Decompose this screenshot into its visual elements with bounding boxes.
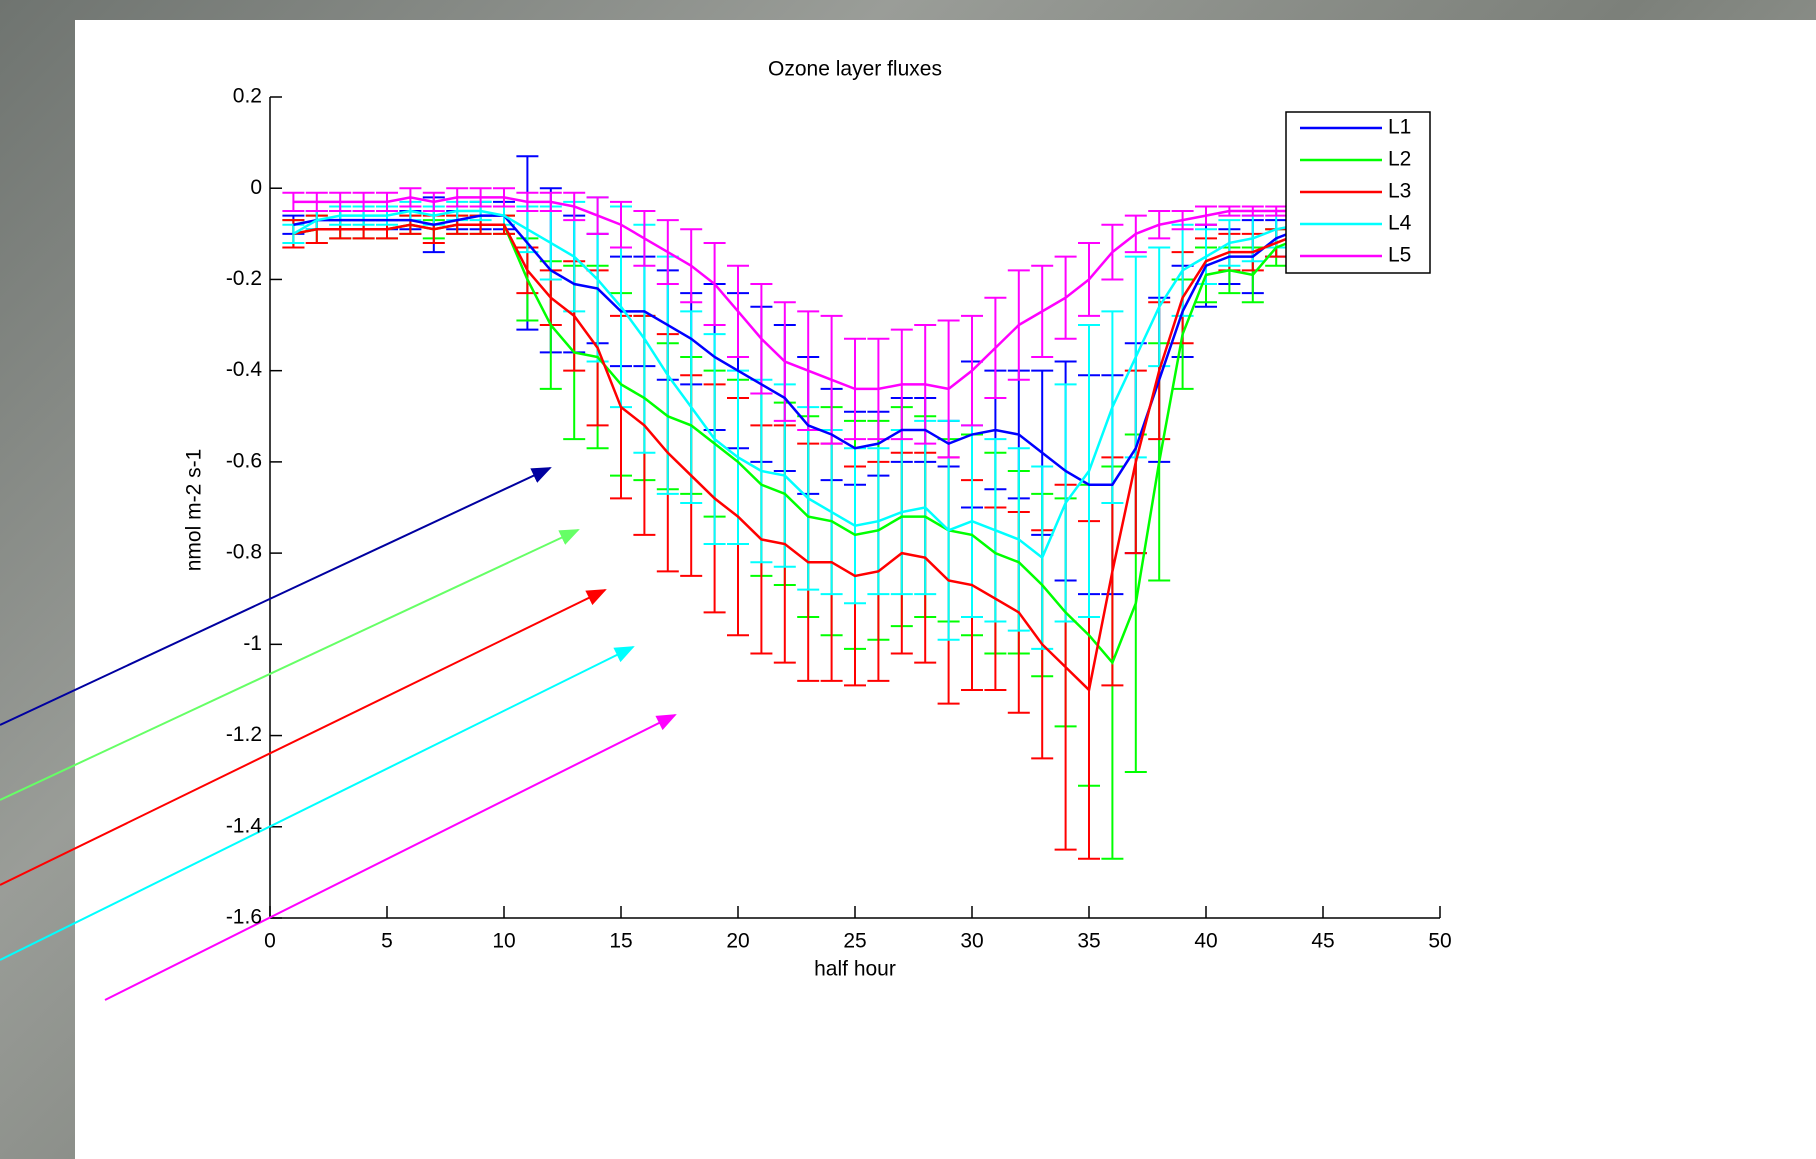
y-tick-label: -0.4 (226, 358, 263, 381)
chart-panel (75, 20, 1816, 1159)
x-tick-label: 0 (264, 930, 276, 953)
arrow (0, 646, 635, 961)
x-tick-label: 50 (1428, 930, 1451, 953)
x-tick-label: 30 (960, 930, 983, 953)
x-tick-label: 35 (1077, 930, 1100, 953)
legend: L1 L2 L3 L4 L5 (1285, 111, 1431, 274)
legend-label: L4 (1388, 212, 1412, 235)
y-tick-label: -1.6 (226, 906, 262, 929)
series-line (293, 214, 1301, 486)
legend-label: L1 (1388, 116, 1411, 139)
series-line (293, 223, 1301, 693)
legend-label: L2 (1388, 148, 1411, 171)
series-line (292, 209, 1300, 560)
legend-label: L3 (1388, 180, 1411, 203)
arrow (0, 467, 552, 726)
annotation-arrows (0, 467, 677, 1001)
x-tick-label: 40 (1194, 930, 1217, 953)
arrow (104, 714, 677, 1001)
y-axis-label: nmol m-2 s-1 (183, 449, 206, 572)
y-tick-label: -0.8 (226, 541, 262, 564)
x-tick-label: 5 (381, 930, 393, 953)
y-tick-label: 0.2 (233, 85, 262, 108)
y-tick-label: -1.2 (226, 723, 262, 746)
arrow (0, 589, 607, 886)
x-tick-label: 20 (726, 930, 749, 953)
y-tick-label: -0.2 (226, 267, 262, 290)
x-tick-label: 10 (492, 930, 515, 953)
y-tick-label: 0 (250, 176, 262, 199)
x-axis-label: half hour (814, 958, 896, 981)
series-line (293, 196, 1300, 391)
x-tick-label: 25 (843, 930, 866, 953)
x-tick-label: 15 (609, 930, 632, 953)
legend-label: L5 (1388, 244, 1411, 267)
x-tick-label: 45 (1311, 930, 1334, 953)
y-tick-label: -1.4 (226, 814, 263, 837)
arrow (0, 529, 580, 801)
chart-title: Ozone layer fluxes (768, 58, 942, 81)
y-tick-label: -1 (243, 632, 262, 655)
plot-area (269, 96, 1441, 919)
y-tick-label: -0.6 (226, 449, 262, 472)
